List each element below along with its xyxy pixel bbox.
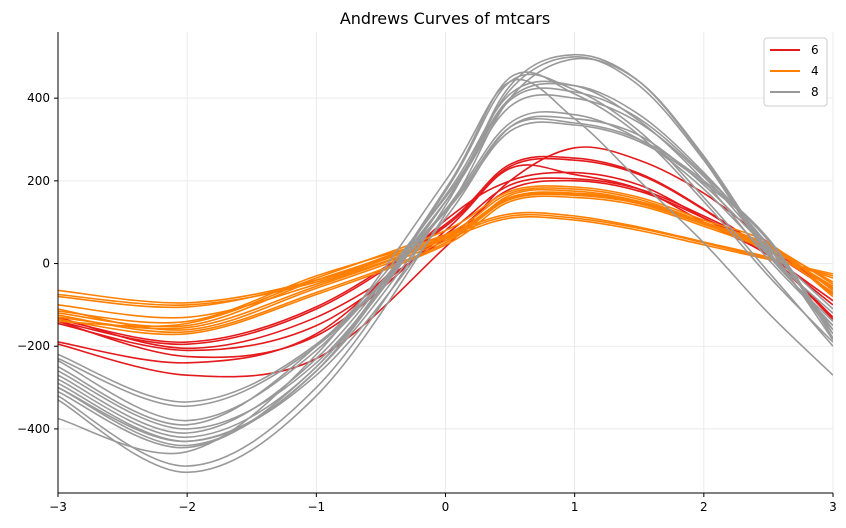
curve-group-8 [58, 87, 833, 422]
x-tick-label: −1 [307, 500, 325, 514]
curve-group-8 [58, 53, 833, 467]
curves [58, 53, 833, 474]
ticks: −3 −2 −1 0 1 2 3 −400 −200 0 200 400 [17, 91, 837, 514]
grid [57, 32, 834, 493]
x-tick-label: −2 [178, 500, 196, 514]
curve-group-4 [58, 192, 833, 319]
y-tick-label: −400 [17, 422, 50, 436]
curve-group-4 [58, 188, 833, 334]
legend-label-4: 4 [811, 64, 819, 78]
x-tick-label: 2 [700, 500, 708, 514]
legend: 6 4 8 [763, 37, 828, 107]
curve-group-8 [58, 80, 833, 434]
y-tick-label: 400 [27, 91, 50, 105]
curve-group-8 [58, 71, 833, 439]
curve-group-8 [58, 110, 833, 447]
curve-group-4 [58, 213, 833, 306]
x-tick-label: 1 [571, 500, 579, 514]
curve-group-4 [58, 211, 833, 309]
y-tick-label: −200 [17, 339, 50, 353]
curve-group-4 [58, 215, 833, 304]
curve-group-6 [58, 179, 833, 350]
x-tick-label: −3 [49, 500, 67, 514]
curve-group-8 [58, 78, 833, 455]
curve-group-4 [58, 195, 833, 336]
x-tick-label: 3 [829, 500, 837, 514]
x-tick-label: 0 [442, 500, 450, 514]
chart-title: Andrews Curves of mtcars [340, 9, 550, 28]
y-tick-label: 200 [27, 174, 50, 188]
y-tick-label: 0 [42, 257, 50, 271]
legend-label-6: 6 [811, 43, 819, 57]
legend-label-8: 8 [811, 85, 819, 99]
curve-group-8 [58, 94, 833, 430]
